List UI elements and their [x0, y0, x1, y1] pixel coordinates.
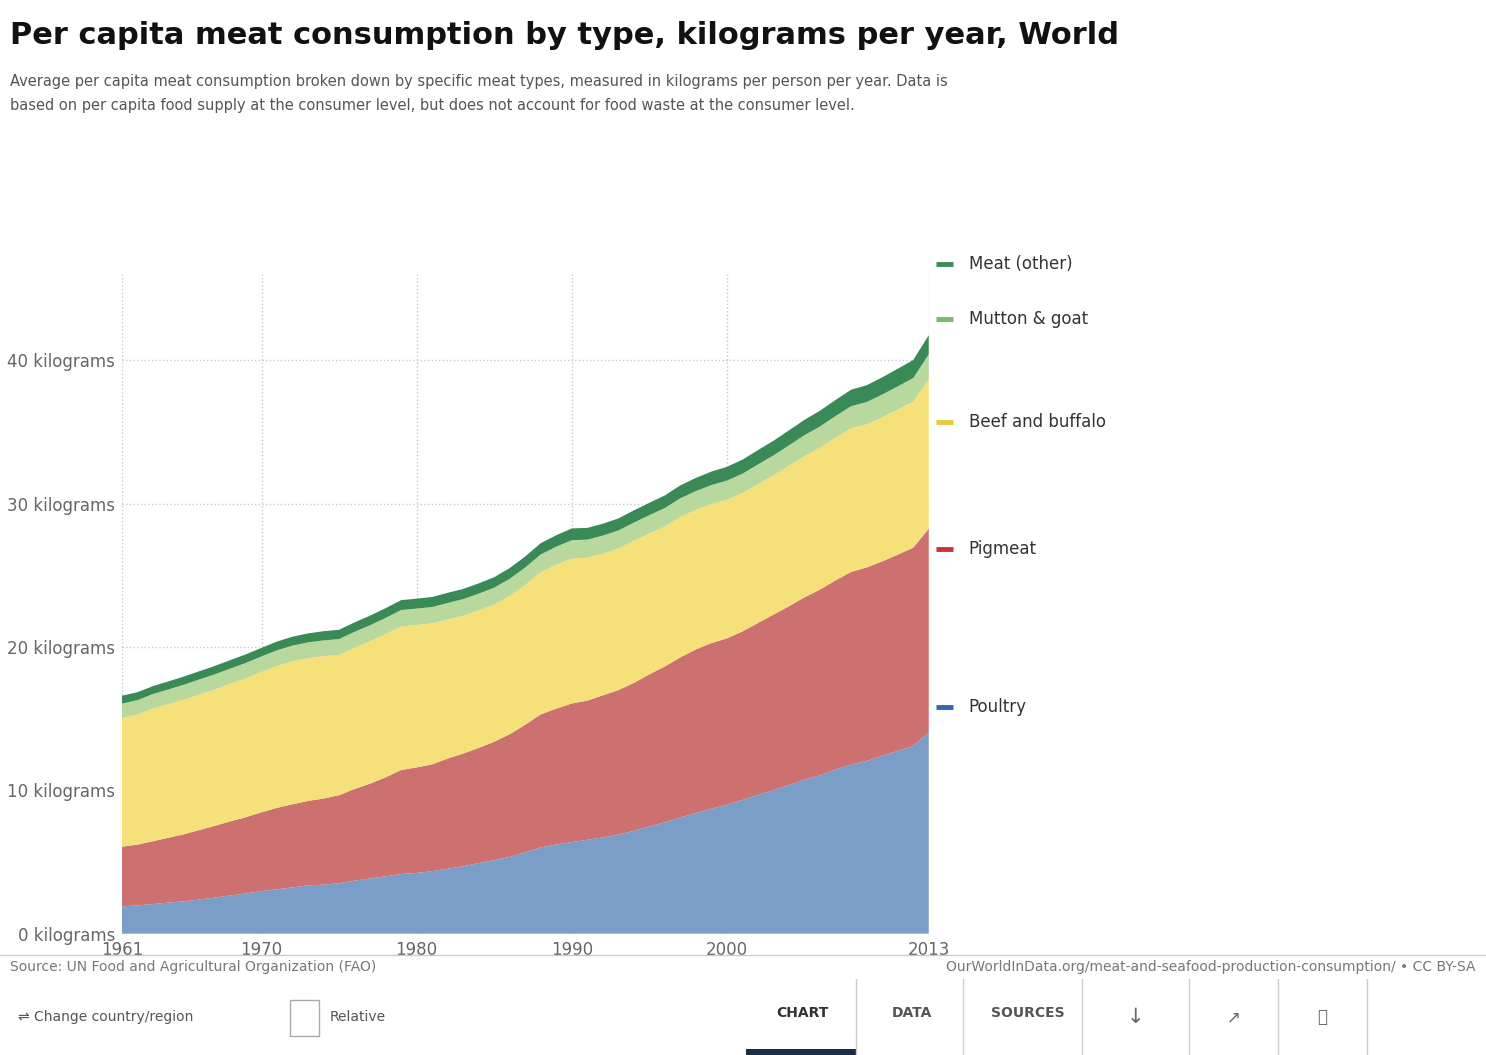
Text: Relative: Relative [330, 1010, 386, 1024]
Text: DATA: DATA [892, 1006, 933, 1020]
Text: Source: UN Food and Agricultural Organization (FAO): Source: UN Food and Agricultural Organiz… [10, 960, 376, 974]
Text: Average per capita meat consumption broken down by specific meat types, measured: Average per capita meat consumption brok… [10, 74, 948, 89]
Text: Per capita meat consumption by type, kilograms per year, World: Per capita meat consumption by type, kil… [10, 21, 1119, 50]
Text: ↓: ↓ [1126, 1008, 1144, 1027]
Text: CHART: CHART [776, 1006, 829, 1020]
Bar [746, 1049, 856, 1055]
Text: Poultry: Poultry [969, 697, 1027, 716]
Text: OurWorldInData.org/meat-and-seafood-production-consumption/ • CC BY-SA: OurWorldInData.org/meat-and-seafood-prod… [947, 960, 1476, 974]
Text: Meat (other): Meat (other) [969, 254, 1073, 273]
Text: ⤡: ⤡ [1318, 1008, 1327, 1027]
Text: SOURCES: SOURCES [991, 1006, 1065, 1020]
Text: Pigmeat: Pigmeat [969, 539, 1037, 558]
Text: in Data: in Data [1355, 66, 1424, 84]
Text: based on per capita food supply at the consumer level, but does not account for : based on per capita food supply at the c… [10, 98, 854, 113]
Text: ↗: ↗ [1226, 1008, 1241, 1027]
Text: Beef and buffalo: Beef and buffalo [969, 413, 1106, 431]
FancyBboxPatch shape [290, 999, 319, 1036]
Text: Mutton & goat: Mutton & goat [969, 309, 1088, 328]
Text: Our World: Our World [1342, 33, 1437, 51]
Text: ⇌ Change country/region: ⇌ Change country/region [18, 1010, 193, 1024]
